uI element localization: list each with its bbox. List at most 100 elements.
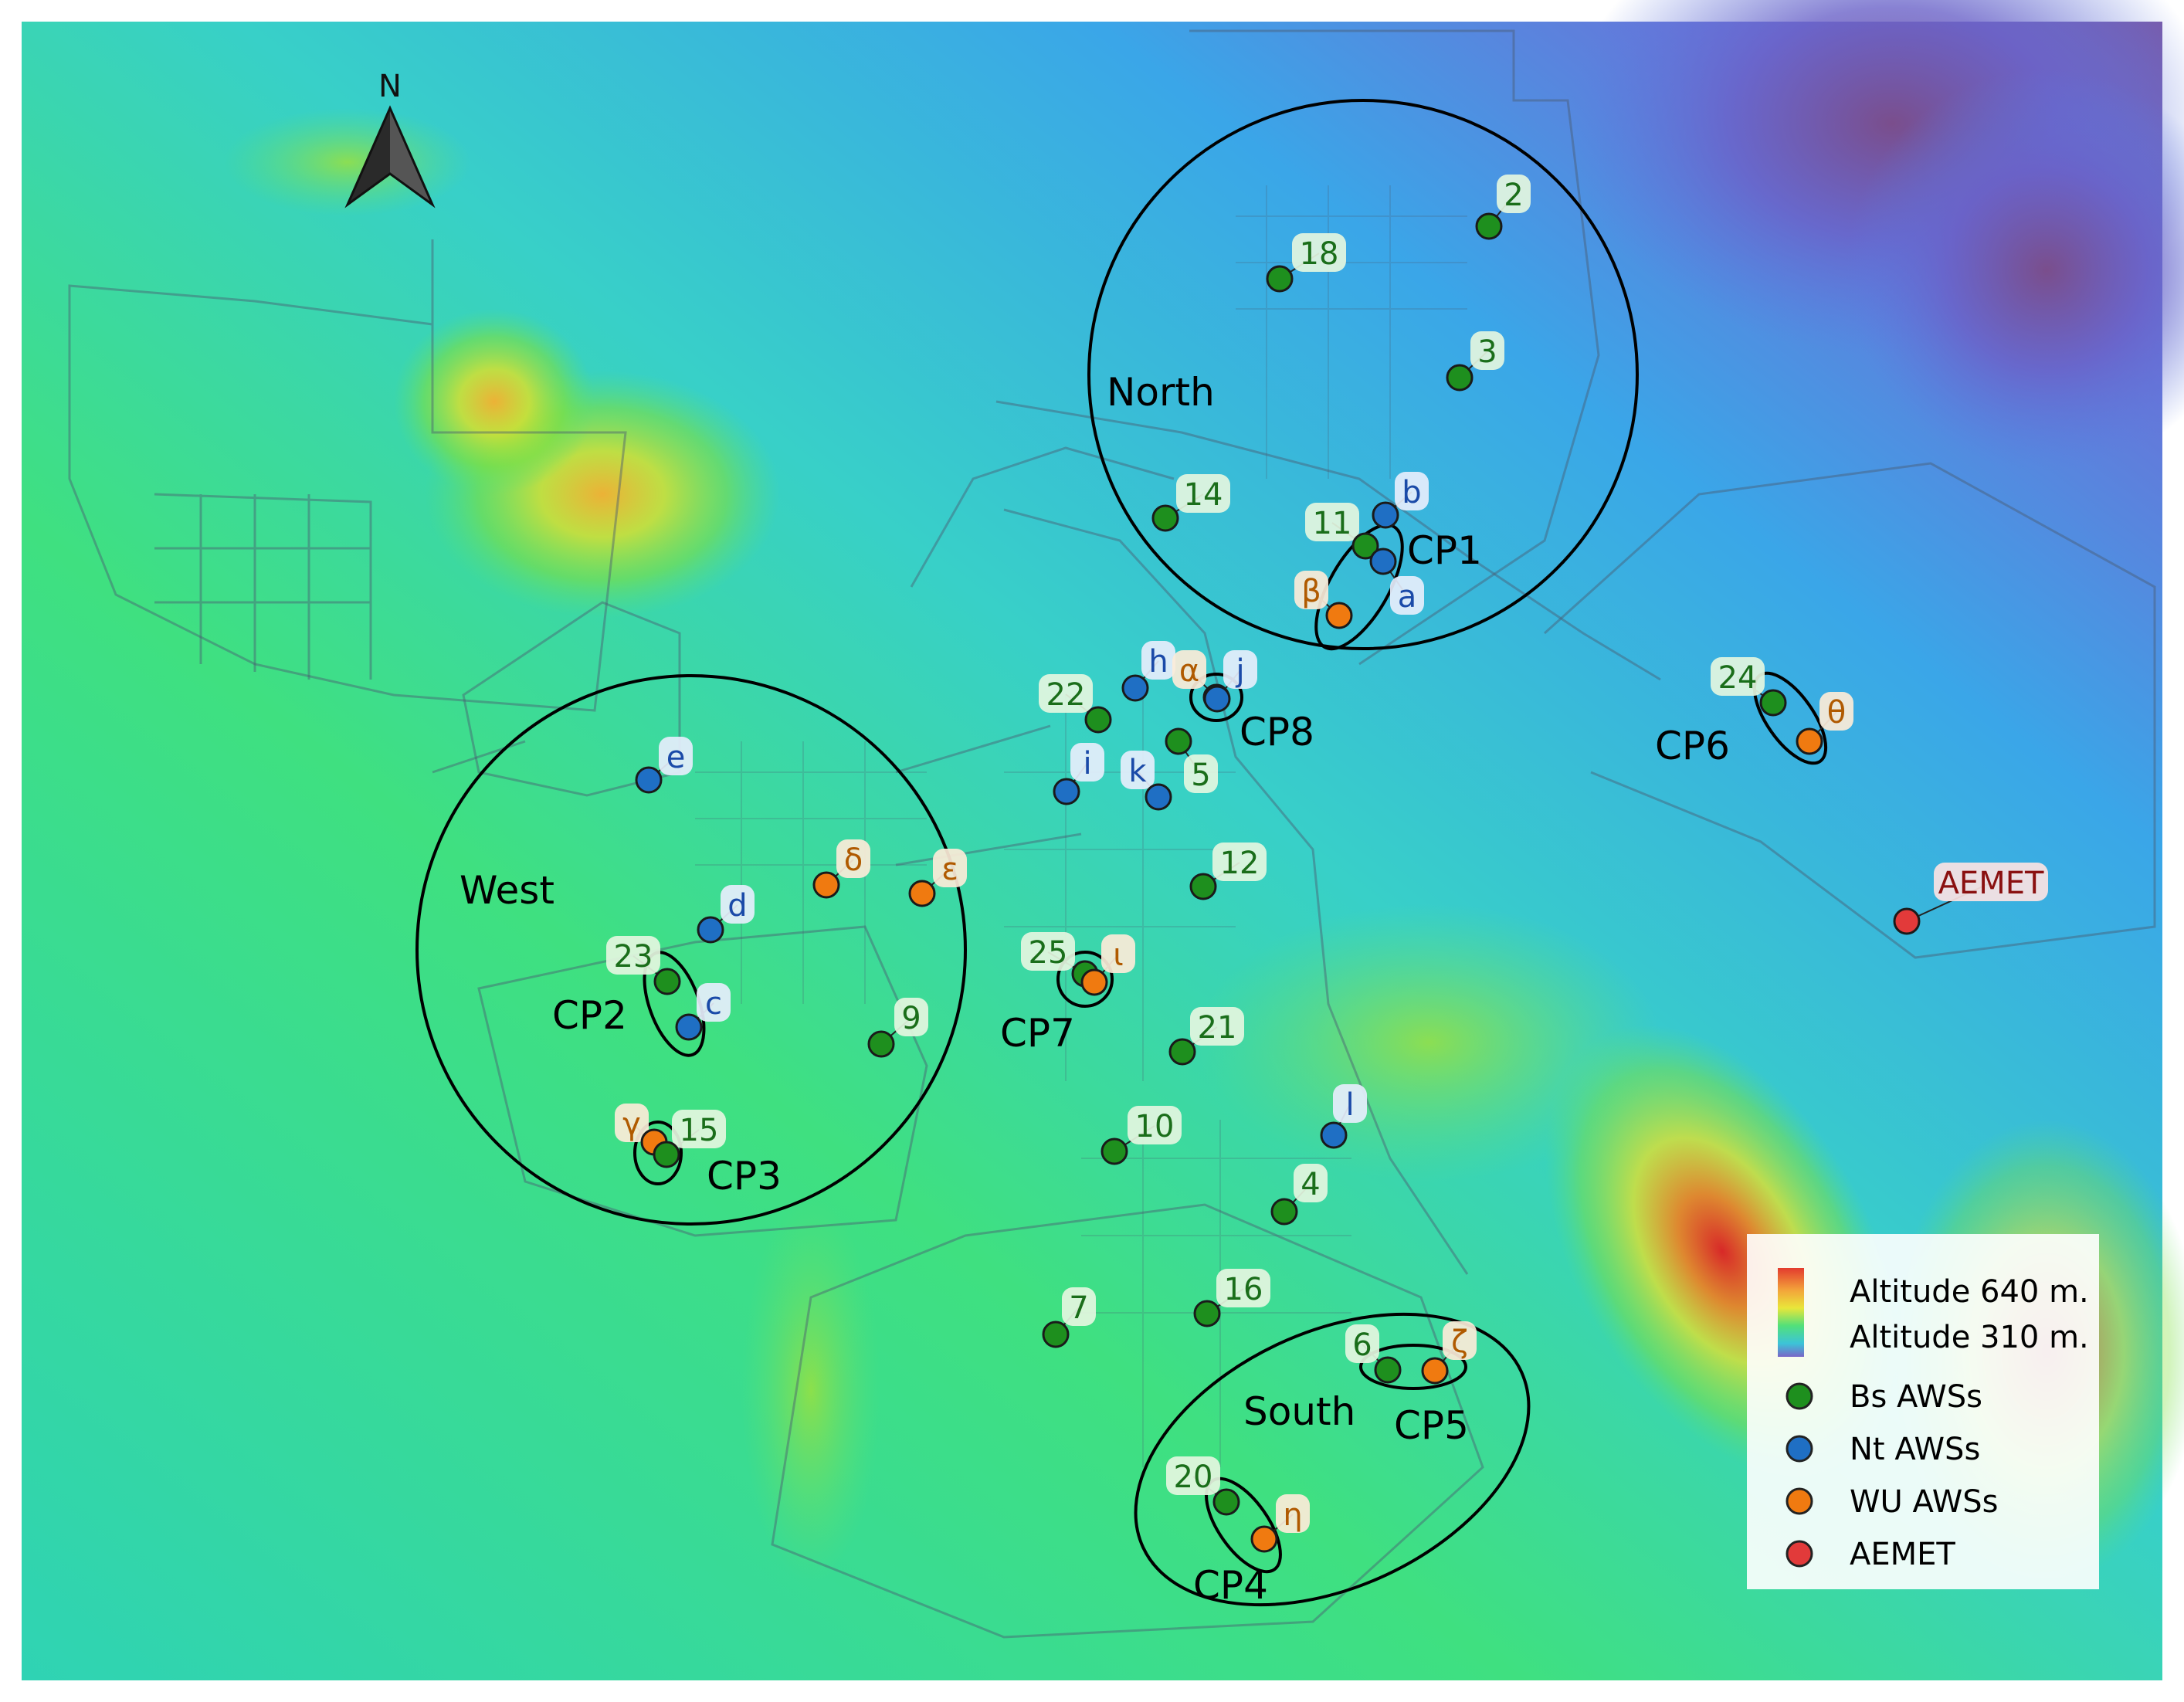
station-gamma: γ — [615, 1104, 668, 1156]
station-label: θ — [1827, 695, 1846, 731]
station-label: ζ — [1451, 1324, 1468, 1360]
station-label-bg — [1470, 331, 1504, 370]
station-label: 25 — [1029, 935, 1068, 971]
station-label-bg — [721, 885, 755, 924]
region-west-label: West — [460, 868, 554, 913]
cp7-label: CP7 — [1000, 1011, 1075, 1056]
station-marker-nt[interactable] — [1320, 1121, 1348, 1149]
station-marker-nt[interactable] — [1121, 674, 1149, 702]
north-label: N — [378, 69, 402, 104]
station-label-bg — [1305, 503, 1359, 541]
station-marker-bs[interactable] — [867, 1030, 895, 1058]
station-marker-bs[interactable] — [1193, 1300, 1221, 1327]
station-label-bg — [1292, 233, 1346, 272]
station-label-bg — [1184, 754, 1218, 793]
legend-nt-marker — [1786, 1435, 1813, 1463]
region-west-circle — [415, 674, 967, 1226]
station-label: c — [705, 986, 722, 1022]
station-marker-wu[interactable] — [1325, 602, 1353, 629]
terrain-ridge-center — [1197, 904, 1660, 1182]
station-marker-nt[interactable] — [675, 1013, 703, 1041]
station-label-bg — [1294, 571, 1328, 609]
station-label-bg — [1062, 1287, 1096, 1326]
station-label-bg — [1395, 472, 1429, 510]
station-marker-bs[interactable] — [1270, 1198, 1298, 1226]
station-label: 20 — [1174, 1460, 1213, 1495]
station-label: 22 — [1046, 677, 1086, 713]
station-label-bg — [1216, 1269, 1270, 1307]
station-marker-bs[interactable] — [1351, 532, 1379, 560]
station-s4: 4 — [1270, 1164, 1328, 1226]
station-marker-bs[interactable] — [1084, 706, 1112, 734]
station-s6: 6 — [1345, 1324, 1402, 1384]
station-marker-wu[interactable] — [1250, 1525, 1278, 1553]
station-marker-nt[interactable] — [1203, 685, 1231, 713]
station-label-bg — [1190, 1007, 1244, 1046]
legend-aemet-label: AEMET — [1850, 1537, 1955, 1572]
station-label-bg — [894, 998, 928, 1036]
station-marker-nt[interactable] — [697, 916, 724, 944]
station-label: 15 — [680, 1113, 719, 1148]
station-marker-nt[interactable] — [1145, 783, 1172, 811]
station-label-bg — [1021, 932, 1075, 971]
station-c: c — [675, 983, 731, 1041]
station-marker-bs[interactable] — [1165, 727, 1192, 755]
station-label-bg — [1294, 1164, 1328, 1202]
station-marker-bs[interactable] — [1759, 689, 1787, 717]
station-s12: 12 — [1189, 843, 1267, 900]
station-delta: δ — [812, 839, 870, 899]
station-marker-wu[interactable] — [1796, 727, 1823, 755]
station-marker-wu[interactable] — [1421, 1357, 1449, 1385]
station-label-bg — [1101, 934, 1135, 973]
station-s5: 5 — [1165, 727, 1218, 793]
station-marker-bs[interactable] — [1151, 504, 1179, 532]
cp5-ellipse — [1359, 1344, 1467, 1390]
station-label-bg — [1176, 474, 1230, 513]
station-e: e — [635, 737, 693, 794]
legend-bs-label: Bs AWSs — [1850, 1379, 1982, 1415]
station-marker-wu[interactable] — [812, 871, 840, 899]
station-marker-bs[interactable] — [1189, 873, 1217, 900]
station-marker-bs[interactable] — [1266, 265, 1294, 293]
legend-altitude-bar — [1778, 1268, 1804, 1357]
station-label-bg — [933, 849, 967, 887]
station-label-bg — [1070, 743, 1104, 781]
station-marker-bs[interactable] — [1374, 1356, 1402, 1384]
station-marker-wu[interactable] — [908, 880, 936, 907]
station-label: e — [666, 740, 686, 775]
station-label: d — [727, 888, 747, 924]
station-marker-bs[interactable] — [1212, 1488, 1240, 1516]
station-beta: β — [1294, 571, 1353, 629]
station-marker-bs[interactable] — [1475, 212, 1503, 240]
station-s18: 18 — [1266, 233, 1346, 293]
station-label-bg — [1934, 863, 2048, 901]
station-marker-wu[interactable] — [1080, 968, 1108, 996]
station-iota: ι — [1080, 934, 1135, 996]
station-label: δ — [844, 843, 863, 878]
station-label: 16 — [1224, 1272, 1263, 1307]
station-label: i — [1083, 746, 1091, 781]
terrain-purple-highland-2 — [1846, 70, 2184, 471]
station-s20: 20 — [1166, 1456, 1240, 1516]
station-marker-bs[interactable] — [1042, 1321, 1070, 1348]
station-marker-nt[interactable] — [1369, 548, 1397, 575]
station-label-bg — [836, 839, 870, 878]
station-marker-bs[interactable] — [653, 1141, 680, 1168]
station-marker-nt[interactable] — [1372, 501, 1399, 529]
station-label-bg — [606, 936, 660, 975]
station-label-bg — [1212, 843, 1267, 881]
station-marker-bs[interactable] — [653, 968, 681, 995]
station-label: η — [1283, 1497, 1302, 1533]
station-marker-bs[interactable] — [1446, 364, 1474, 392]
station-marker-nt[interactable] — [1053, 778, 1080, 805]
station-label: j — [1235, 653, 1244, 689]
station-marker-nt[interactable] — [635, 766, 663, 794]
station-marker-aemet[interactable] — [1893, 907, 1921, 935]
station-label: 21 — [1198, 1010, 1237, 1046]
station-marker-bs[interactable] — [1168, 1038, 1196, 1066]
station-label: 24 — [1718, 660, 1758, 696]
station-marker-bs[interactable] — [1100, 1137, 1128, 1165]
station-label: γ — [622, 1107, 641, 1142]
municipal-outlines — [68, 29, 2156, 1639]
cp3-ellipse — [633, 1121, 683, 1185]
